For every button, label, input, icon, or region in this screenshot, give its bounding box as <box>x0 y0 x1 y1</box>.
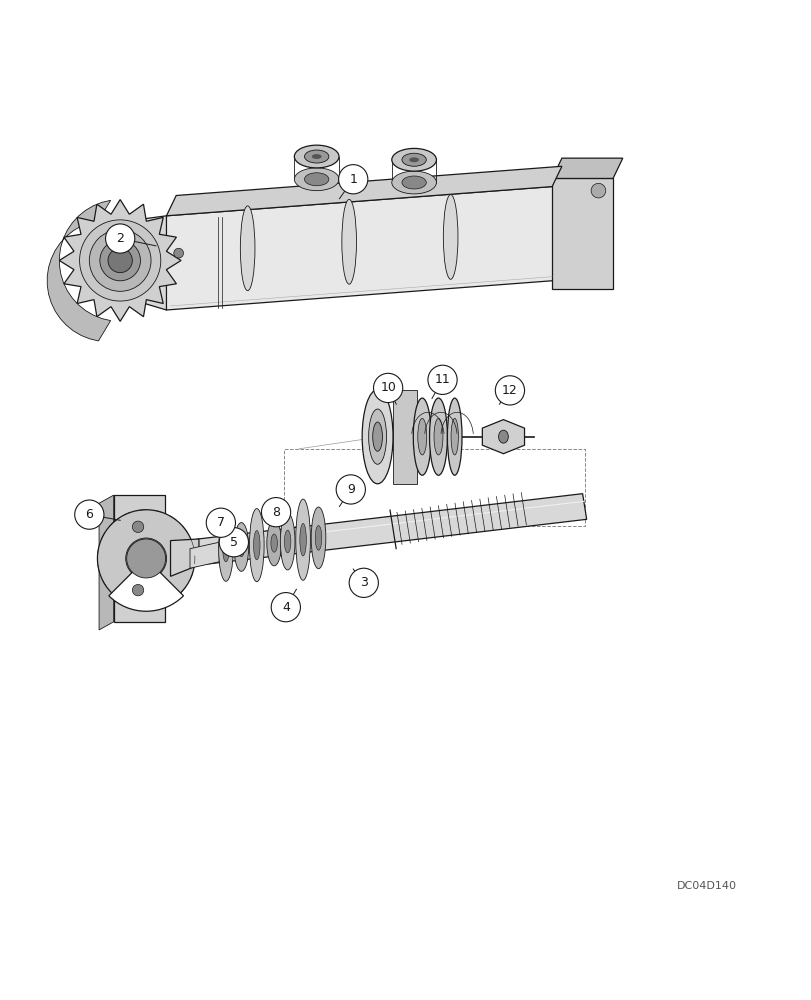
Circle shape <box>136 549 156 568</box>
Circle shape <box>108 248 132 273</box>
Circle shape <box>338 165 367 194</box>
Ellipse shape <box>315 526 321 550</box>
Circle shape <box>75 500 104 529</box>
Ellipse shape <box>413 398 431 475</box>
Ellipse shape <box>341 199 356 284</box>
Bar <box>284 449 584 526</box>
Ellipse shape <box>267 520 281 566</box>
Polygon shape <box>190 542 219 568</box>
Ellipse shape <box>294 145 339 168</box>
Text: 9: 9 <box>346 483 354 496</box>
Ellipse shape <box>451 418 458 455</box>
Polygon shape <box>551 158 622 178</box>
Polygon shape <box>99 495 114 630</box>
Ellipse shape <box>447 398 461 475</box>
Polygon shape <box>166 187 551 310</box>
Polygon shape <box>482 420 524 454</box>
Ellipse shape <box>392 148 436 171</box>
Ellipse shape <box>368 409 386 464</box>
Circle shape <box>79 220 161 301</box>
Text: 3: 3 <box>359 576 367 589</box>
Ellipse shape <box>443 195 457 279</box>
Text: 12: 12 <box>501 384 517 397</box>
Text: 8: 8 <box>272 506 280 519</box>
Ellipse shape <box>304 150 328 163</box>
Circle shape <box>349 568 378 597</box>
Ellipse shape <box>401 176 426 189</box>
Text: 5: 5 <box>230 536 238 549</box>
Circle shape <box>590 183 605 198</box>
Text: DC04D140: DC04D140 <box>676 881 736 891</box>
Polygon shape <box>114 495 165 622</box>
Circle shape <box>97 510 195 607</box>
Ellipse shape <box>434 418 443 455</box>
Ellipse shape <box>299 523 306 556</box>
Ellipse shape <box>294 168 339 191</box>
Ellipse shape <box>418 418 427 455</box>
Text: 2: 2 <box>116 232 124 245</box>
Circle shape <box>100 240 140 281</box>
Circle shape <box>132 521 144 532</box>
Text: 7: 7 <box>217 516 225 529</box>
Ellipse shape <box>240 206 255 291</box>
Ellipse shape <box>311 507 325 569</box>
Polygon shape <box>166 166 561 216</box>
Polygon shape <box>136 216 166 310</box>
Ellipse shape <box>222 536 229 562</box>
Polygon shape <box>393 390 417 484</box>
Text: 4: 4 <box>281 601 290 614</box>
Ellipse shape <box>304 173 328 186</box>
Text: 6: 6 <box>85 508 93 521</box>
Polygon shape <box>59 200 181 321</box>
Circle shape <box>271 593 300 622</box>
Ellipse shape <box>409 157 418 162</box>
Ellipse shape <box>401 153 426 166</box>
Ellipse shape <box>238 537 244 557</box>
Polygon shape <box>47 200 110 341</box>
Circle shape <box>427 365 457 394</box>
Text: 10: 10 <box>380 381 396 394</box>
Circle shape <box>261 498 290 527</box>
Ellipse shape <box>372 422 382 451</box>
Ellipse shape <box>234 523 248 571</box>
Ellipse shape <box>284 530 290 553</box>
Circle shape <box>105 224 135 253</box>
Circle shape <box>89 230 151 291</box>
Ellipse shape <box>280 513 294 570</box>
Ellipse shape <box>429 398 447 475</box>
Ellipse shape <box>218 516 233 581</box>
Circle shape <box>219 528 248 557</box>
Ellipse shape <box>498 430 508 443</box>
Polygon shape <box>196 494 586 565</box>
Circle shape <box>174 248 183 258</box>
Wedge shape <box>109 558 183 611</box>
Circle shape <box>336 475 365 504</box>
Circle shape <box>495 376 524 405</box>
Ellipse shape <box>271 534 277 552</box>
Circle shape <box>132 584 144 596</box>
Ellipse shape <box>253 531 260 560</box>
Ellipse shape <box>392 171 436 194</box>
Circle shape <box>126 538 166 579</box>
Text: 1: 1 <box>349 173 357 186</box>
Text: 11: 11 <box>434 373 450 386</box>
Circle shape <box>206 508 235 537</box>
Ellipse shape <box>295 499 310 580</box>
Circle shape <box>127 539 165 578</box>
Ellipse shape <box>311 154 321 159</box>
Ellipse shape <box>362 390 393 484</box>
Polygon shape <box>551 178 612 289</box>
Circle shape <box>373 373 402 403</box>
Polygon shape <box>170 539 199 576</box>
Ellipse shape <box>249 509 264 582</box>
